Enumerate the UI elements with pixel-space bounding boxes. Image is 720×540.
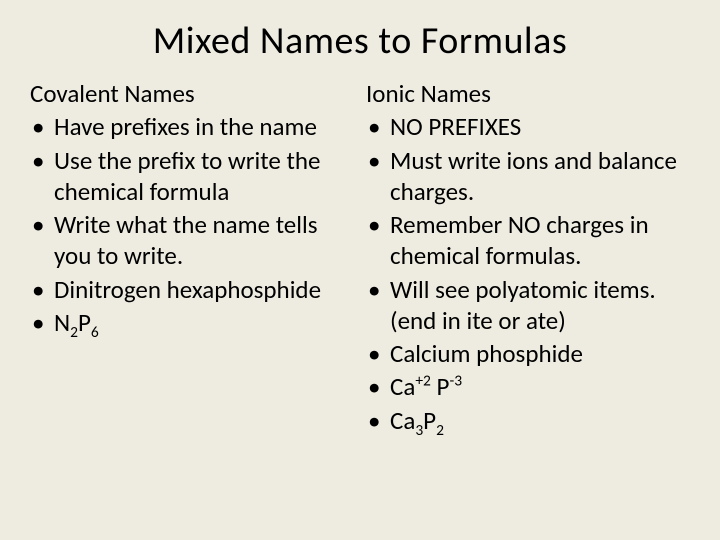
- right-bullet-item: Will see polyatomic items. (end in ite o…: [366, 274, 690, 337]
- left-bullet-item: Dinitrogen hexaphosphide: [30, 274, 354, 305]
- right-bullet-item: NO PREFIXES: [366, 111, 690, 142]
- left-bullet-list: Have prefixes in the nameUse the prefix …: [30, 111, 354, 338]
- left-bullet-item: Use the prefix to write the chemical for…: [30, 145, 354, 208]
- right-bullet-item: Ca+2 P-3: [366, 371, 690, 402]
- slide-title: Mixed Names to Formulas: [30, 18, 690, 64]
- right-bullet-item: Calcium phosphide: [366, 338, 690, 369]
- left-bullet-item: Have prefixes in the name: [30, 111, 354, 142]
- right-bullet-item: Must write ions and balance charges.: [366, 145, 690, 208]
- right-bullet-list: NO PREFIXESMust write ions and balance c…: [366, 111, 690, 436]
- left-bullet-item: Write what the name tells you to write.: [30, 209, 354, 272]
- right-bullet-item: Remember NO charges in chemical formulas…: [366, 209, 690, 272]
- columns-container: Covalent Names Have prefixes in the name…: [30, 78, 690, 438]
- right-column-heading: Ionic Names: [366, 78, 690, 109]
- left-column-heading: Covalent Names: [30, 78, 354, 109]
- left-bullet-item: N2P6: [30, 307, 354, 338]
- slide: Mixed Names to Formulas Covalent Names H…: [0, 0, 720, 540]
- left-column: Covalent Names Have prefixes in the name…: [30, 78, 354, 438]
- right-bullet-item: Ca3P2: [366, 405, 690, 436]
- right-column: Ionic Names NO PREFIXESMust write ions a…: [366, 78, 690, 438]
